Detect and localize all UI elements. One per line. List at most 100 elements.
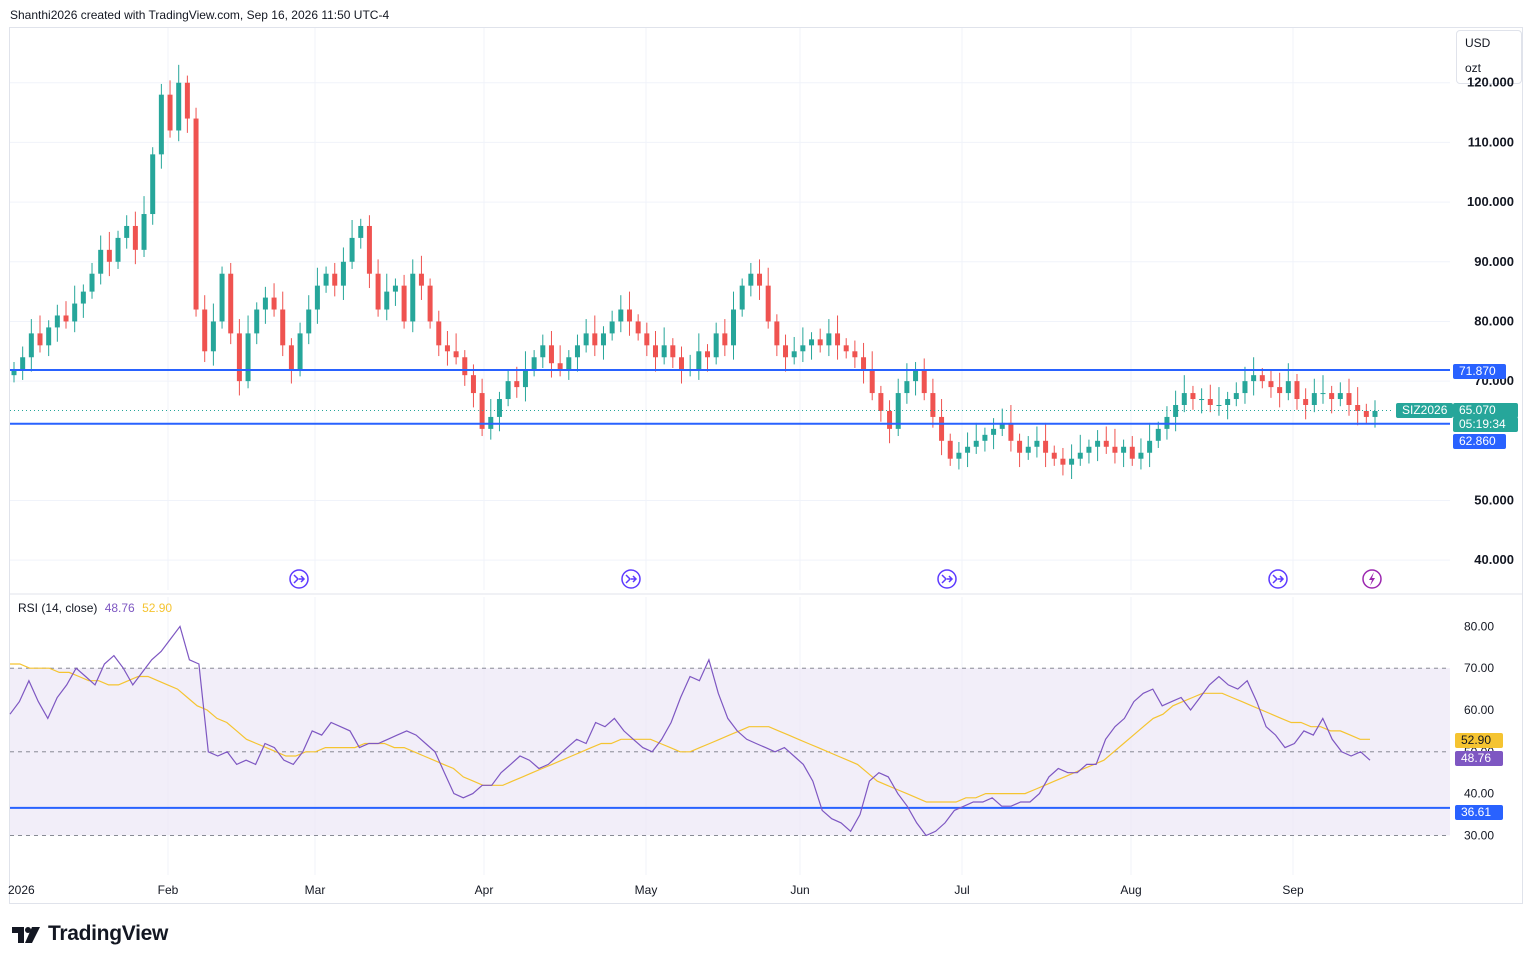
candle-body [522,369,528,388]
candle-body [1086,446,1092,453]
candle-body [150,154,156,215]
candle-body [783,345,789,358]
candle-body [678,357,684,370]
candle-body [973,440,979,447]
candle-body [496,399,502,417]
candle-body [323,273,329,286]
chart-caption: Shanthi2026 created with TradingView.com… [10,8,390,22]
candle-body [1008,422,1014,441]
candle-body [46,327,52,346]
candle-body [262,297,268,310]
candle-body [696,351,702,370]
candle-body [1242,381,1248,394]
candle-body [791,351,797,358]
candle-body [37,333,43,346]
event-markers[interactable] [289,569,1382,589]
candle-body [1216,405,1222,406]
candle-body [1051,452,1057,459]
level-tag-upper: 71.870 [1453,364,1506,379]
candle-body [306,309,312,334]
candle-body [288,345,294,370]
price-tick-label: 80.000 [1474,313,1514,328]
candle-body [1103,440,1109,447]
candle-body [132,225,138,250]
candle-body [1225,399,1231,405]
candle-body [722,333,728,346]
footer[interactable]: TradingView [12,922,168,946]
price-tick-label: 40.000 [1474,552,1514,567]
candle-body [54,315,60,328]
candle-body [1121,446,1127,453]
rsi-tick-label: 70.00 [1464,661,1494,675]
candle-body [1303,399,1309,405]
rsi-value: 48.76 [104,601,135,615]
price-tick-label: 120.000 [1467,75,1514,90]
candle-body [1207,399,1213,405]
candle-body [1268,381,1274,388]
candle-body [921,369,927,394]
candle-body [705,351,711,358]
candle-body [1069,458,1075,465]
rsi-lines [9,625,1450,837]
candle-body [280,309,286,346]
candle-body [11,369,17,376]
candle-body [947,440,953,459]
symbol-tag: SIZ2026 [1396,403,1454,418]
rsi-ma-value: 52.90 [142,601,173,615]
candle-body [1112,446,1118,453]
candle-body [1173,405,1179,417]
rsi-legend[interactable]: RSI (14, close) 48.76 52.90 [18,601,172,615]
candle-body [843,345,849,352]
candle-body [661,345,667,358]
split-icon[interactable] [937,569,957,589]
currency-selector[interactable]: USD ozt [1456,30,1522,84]
candle-body [1034,440,1040,447]
candle-body [887,410,893,429]
candle-body [271,297,277,310]
candle-body [1251,375,1257,382]
candle-body [1329,393,1335,400]
candle-body [453,351,459,358]
candle-body [869,369,875,394]
candle-body [210,321,216,352]
candle-body [1320,393,1326,395]
split-icon[interactable] [621,569,641,589]
split-glyph [941,574,954,584]
candle-body [913,369,919,382]
candle-body [1363,410,1369,417]
candle-body [470,375,476,394]
candle-body [1190,393,1196,400]
candle-body [991,428,997,435]
candle-body [358,225,364,238]
price-tick-label: 90.000 [1474,254,1514,269]
candle-body [505,381,511,400]
candle-body [384,291,390,310]
candle-body [124,225,130,238]
currency-unit[interactable]: USD [1465,36,1491,50]
candle-body [626,309,632,322]
candle-body [574,345,580,358]
candle-body [566,357,572,370]
candle-body [618,309,624,322]
candle-body [158,94,164,155]
currency-measure[interactable]: ozt [1465,61,1482,75]
split-icon[interactable] [1268,569,1288,589]
level-lines[interactable] [10,368,1450,425]
candle-body [652,345,658,358]
candle-body [418,273,424,286]
split-icon[interactable] [289,569,309,589]
candle-body [375,273,381,310]
candle-body [861,357,867,370]
candle-body [999,422,1005,429]
candle-body [809,339,815,346]
rsi-level-tag: 36.61 [1455,805,1503,820]
price-tick-label: 50.000 [1474,492,1514,507]
lightning-icon[interactable] [1362,569,1382,589]
candle-body [219,273,225,322]
candle-body [1233,393,1239,400]
candle-body [514,381,520,388]
candle-body [878,393,884,411]
split-glyph [625,574,638,584]
candle-body [141,214,147,250]
